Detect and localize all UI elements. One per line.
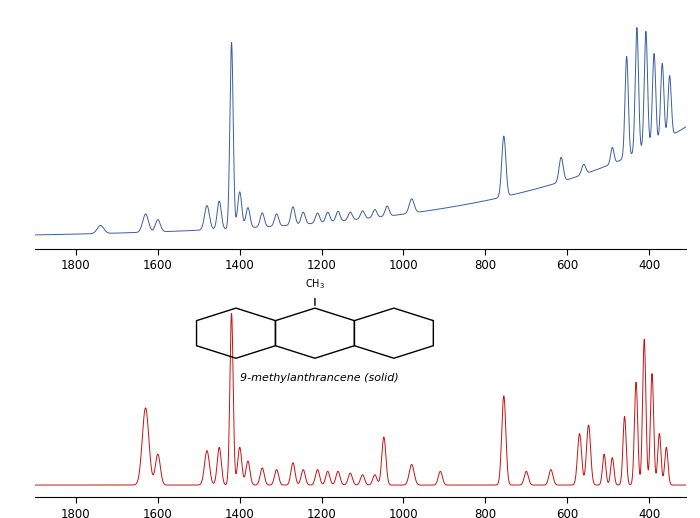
Text: CH$_3$: CH$_3$	[305, 277, 325, 291]
X-axis label: Raman Shift / cm⁻¹: Raman Shift / cm⁻¹	[304, 276, 416, 289]
Text: 9-methylanthrancene (solid): 9-methylanthrancene (solid)	[239, 373, 398, 383]
